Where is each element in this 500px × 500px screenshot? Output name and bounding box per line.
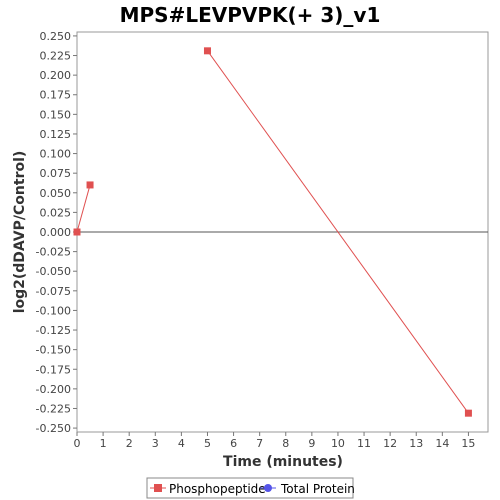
y-tick-label: 0.250	[40, 30, 72, 43]
y-tick-label: 0.025	[40, 206, 72, 219]
data-point	[86, 181, 94, 189]
x-tick-label: 4	[178, 437, 185, 450]
x-tick-label: 2	[126, 437, 133, 450]
series-layer	[73, 47, 472, 417]
y-tick-label: 0.050	[40, 187, 72, 200]
y-tick-label: -0.050	[36, 265, 71, 278]
y-tick-label: 0.125	[40, 128, 72, 141]
x-tick-label: 8	[282, 437, 289, 450]
x-tick-label: 9	[308, 437, 315, 450]
x-tick-label: 12	[383, 437, 397, 450]
y-tick-label: 0.075	[40, 167, 72, 180]
x-axis: 0 1 2 3 4 5 6 7 8 9 10 11 12 13 14 15	[74, 432, 475, 450]
y-tick-label: -0.225	[36, 402, 71, 415]
x-tick-label: 1	[100, 437, 107, 450]
y-tick-label: 0.175	[40, 89, 72, 102]
y-tick-label: -0.100	[36, 304, 71, 317]
y-tick-label: -0.175	[36, 363, 71, 376]
x-tick-label: 10	[331, 437, 345, 450]
legend: Phosphopeptide Total Protein	[146, 477, 355, 499]
legend-box	[146, 477, 354, 499]
legend-phosphopeptide-marker	[154, 484, 162, 492]
legend-total-protein-label: Total Protein	[280, 482, 355, 496]
y-axis-label: log2(dDAVP/Control)	[12, 151, 28, 314]
chart-title: MPS#LEVPVPK(+ 3)_v1	[120, 3, 381, 27]
series-line-segment	[207, 50, 469, 414]
y-tick-label: -0.150	[36, 344, 71, 357]
x-tick-label: 3	[152, 437, 159, 450]
y-tick-label: 0.225	[40, 50, 72, 63]
series-line-segment	[76, 184, 91, 233]
x-axis-label: Time (minutes)	[223, 454, 343, 470]
y-tick-label: -0.250	[36, 422, 71, 435]
x-tick-label: 5	[204, 437, 211, 450]
data-point	[203, 47, 211, 55]
x-tick-label: 13	[409, 437, 423, 450]
y-axis: 0.250 0.225 0.200 0.175 0.150 0.125 0.100 0.075…	[36, 30, 77, 435]
data-point	[73, 228, 81, 236]
x-tick-label: 6	[230, 437, 237, 450]
y-tick-label: -0.125	[36, 324, 71, 337]
x-tick-label: 0	[74, 437, 81, 450]
y-tick-label: -0.025	[36, 246, 71, 259]
data-point	[464, 409, 472, 417]
y-tick-label: 0.150	[40, 108, 72, 121]
legend-phosphopeptide-label: Phosphopeptide	[169, 482, 266, 496]
x-tick-label: 14	[435, 437, 449, 450]
x-tick-label: 15	[461, 437, 475, 450]
legend-total-protein-marker	[264, 484, 272, 492]
x-tick-label: 7	[256, 437, 263, 450]
y-tick-label: 0.200	[40, 69, 72, 82]
y-tick-label: -0.075	[36, 285, 71, 298]
x-tick-label: 11	[357, 437, 371, 450]
y-tick-label: 0.000	[40, 226, 72, 239]
y-tick-label: 0.100	[40, 148, 72, 161]
y-tick-label: -0.200	[36, 383, 71, 396]
